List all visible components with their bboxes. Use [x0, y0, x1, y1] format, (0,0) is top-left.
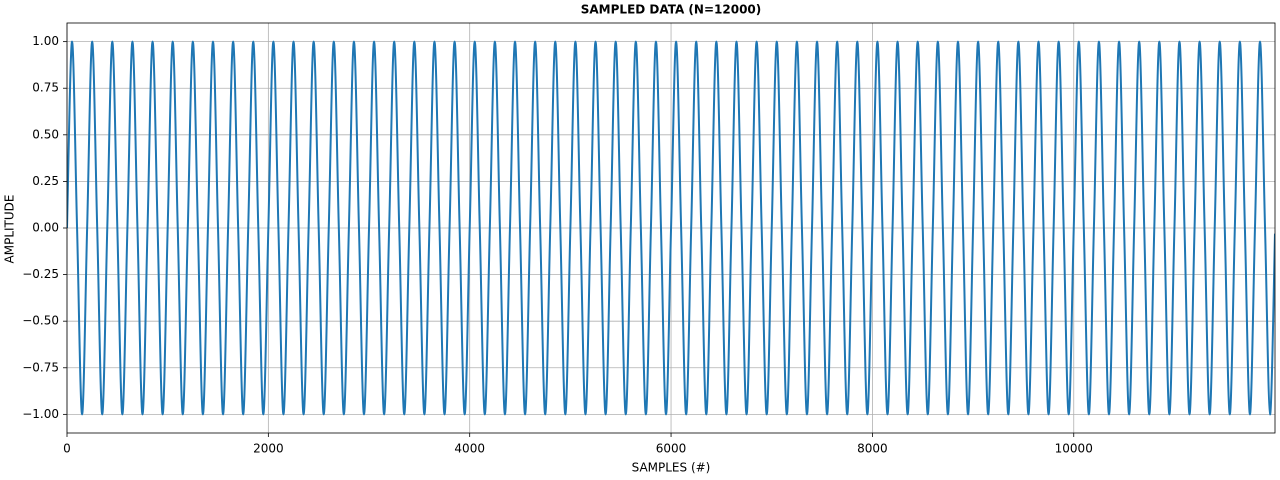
x-tick-label: 10000	[1055, 442, 1093, 456]
y-tick-label: 0.50	[32, 127, 59, 141]
y-tick-label: −0.75	[22, 360, 59, 374]
x-axis-label: SAMPLES (#)	[632, 461, 711, 475]
y-tick-label: 0.25	[32, 174, 59, 188]
data-line	[67, 40, 1275, 416]
y-tick-label: −1.00	[22, 407, 59, 421]
y-axis-label: AMPLITUDE	[3, 195, 17, 264]
y-tick-label: 1.00	[32, 34, 59, 48]
x-tick-label: 6000	[656, 442, 687, 456]
x-tick-label: 4000	[454, 442, 485, 456]
y-tick-label: −0.50	[22, 314, 59, 328]
y-tick-label: 0.00	[32, 221, 59, 235]
y-tick-label: 0.75	[32, 81, 59, 95]
x-tick-label: 2000	[253, 442, 284, 456]
chart-title: SAMPLED DATA (N=12000)	[581, 3, 762, 17]
plot-frame	[66, 22, 1276, 434]
y-tick-label: −0.25	[22, 267, 59, 281]
x-tick-label: 0	[63, 442, 71, 456]
x-tick-label: 8000	[857, 442, 888, 456]
